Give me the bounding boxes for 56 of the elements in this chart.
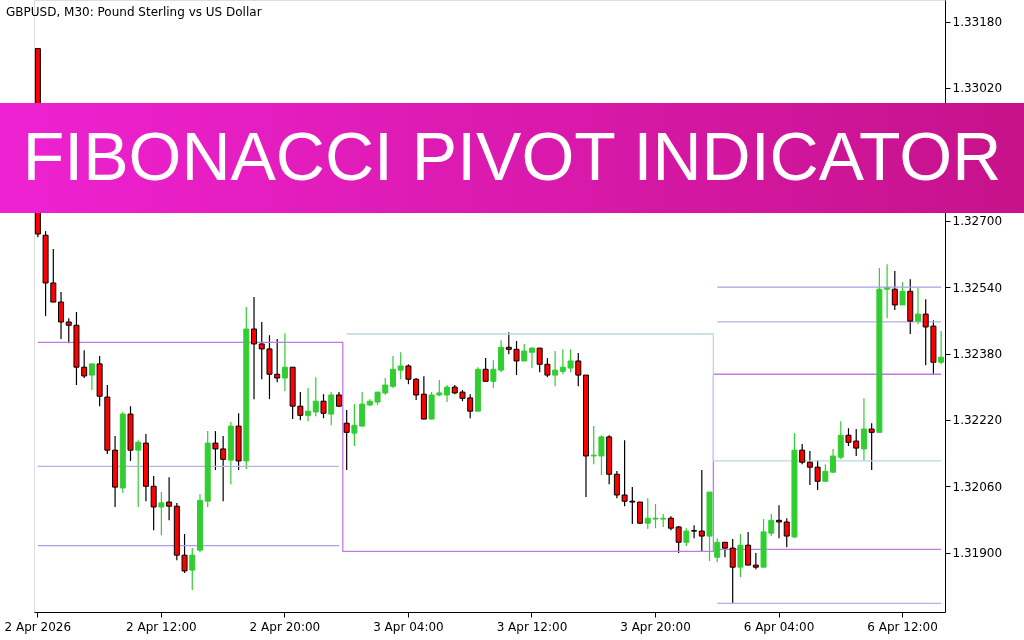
x-tick-label: 6 Apr 12:00	[867, 619, 938, 634]
x-tick-label: 6 Apr 04:00	[743, 619, 815, 634]
y-tick-label: 1.32220	[952, 413, 1003, 428]
candlestick	[575, 352, 582, 387]
candlestick	[328, 391, 335, 426]
candlestick	[552, 350, 559, 387]
candlestick	[745, 531, 752, 566]
candlestick	[251, 296, 258, 400]
x-tick-label: 3 Apr 20:00	[620, 619, 691, 634]
candlestick	[58, 291, 65, 340]
candlestick	[312, 376, 319, 417]
candlestick	[830, 448, 837, 474]
text: FIBONACCI PIVOT INDICATOR	[22, 118, 1002, 194]
y-tick-label: 1.33180	[952, 15, 1003, 30]
candlestick	[752, 552, 759, 570]
candlestick	[868, 422, 875, 471]
candlestick	[899, 281, 906, 306]
candlestick	[691, 524, 698, 539]
candlestick	[860, 397, 867, 462]
chart-subtitle: GBPUSD, M30: Pound Sterling vs US Dollar	[6, 5, 262, 19]
candlestick	[729, 538, 736, 605]
candlestick	[150, 475, 157, 531]
candlestick	[914, 287, 921, 325]
candlestick	[397, 351, 404, 380]
candlestick	[88, 363, 95, 391]
candlestick	[281, 332, 288, 392]
candlestick	[714, 537, 721, 563]
candlestick	[166, 476, 173, 521]
candlestick	[305, 387, 312, 422]
y-tick-label: 1.32060	[952, 479, 1003, 494]
x-tick-label: 2 Apr 12:00	[126, 619, 197, 634]
y-tick-label: 1.32700	[952, 214, 1003, 229]
candlestick	[776, 504, 783, 539]
y-tick-label: 1.31900	[952, 546, 1003, 561]
candlestick	[482, 357, 489, 382]
y-tick-label: 1.32380	[952, 347, 1003, 362]
x-tick-label: 3 Apr 04:00	[373, 619, 444, 634]
y-tick-label: 1.32540	[952, 280, 1003, 295]
candlestick	[135, 439, 142, 508]
y-tick-label: 1.33020	[952, 81, 1003, 96]
candlestick	[837, 420, 844, 460]
candlestick	[320, 393, 327, 419]
candlestick	[528, 346, 535, 369]
candlestick	[783, 517, 790, 548]
x-tick-label: 3 Apr 12:00	[496, 619, 568, 634]
candlestick	[938, 330, 945, 365]
candlestick	[698, 469, 705, 552]
candlestick	[390, 355, 396, 389]
candlestick	[189, 547, 196, 591]
candlestick	[737, 533, 744, 578]
x-tick-label: 2 Apr 20:00	[249, 619, 321, 634]
candlestick	[158, 491, 165, 536]
candlestick	[891, 270, 898, 311]
candlestick	[343, 409, 350, 471]
x-tick-label: 2 Apr 2026	[4, 619, 72, 634]
candlestick	[799, 443, 806, 465]
